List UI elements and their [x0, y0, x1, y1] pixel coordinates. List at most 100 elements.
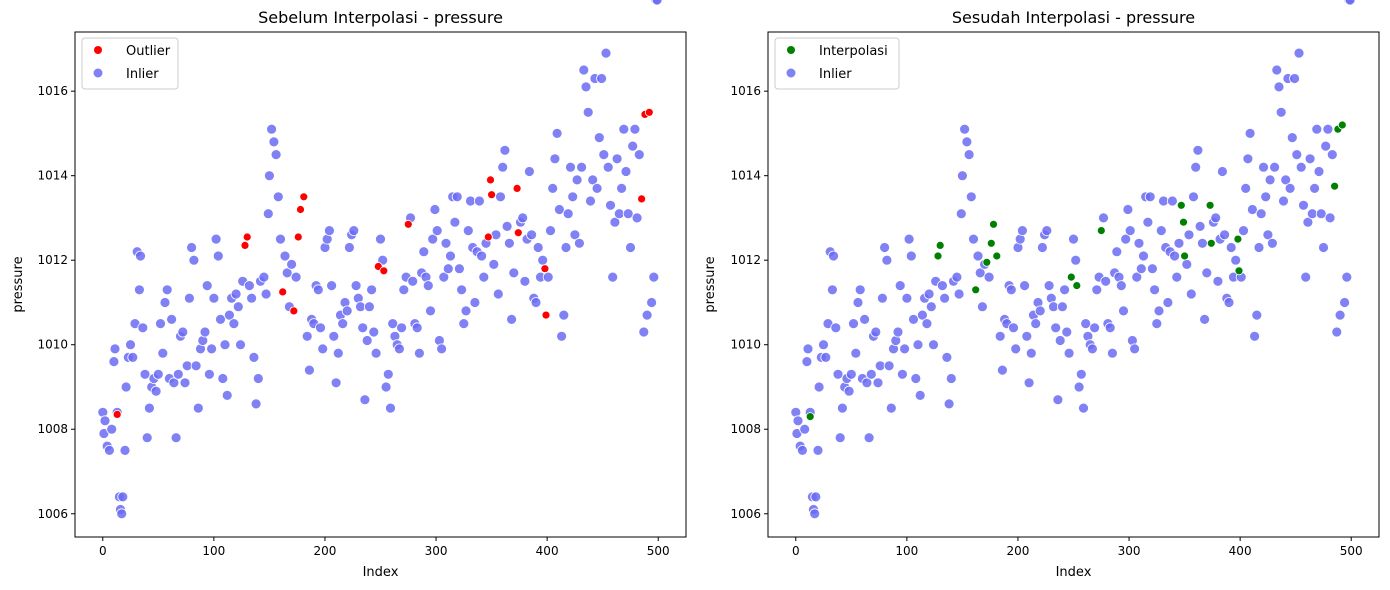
series-inlier — [97, 0, 663, 520]
data-point-inlier — [899, 343, 910, 355]
data-point-inlier — [843, 385, 855, 397]
x-tick-label: 200 — [314, 544, 337, 558]
data-point-inlier — [281, 267, 293, 279]
data-point-inlier — [266, 123, 278, 135]
data-point-interpolasi — [1233, 234, 1243, 244]
data-point-inlier — [641, 309, 653, 321]
data-point-inlier — [1286, 132, 1298, 144]
data-point-interpolasi — [935, 240, 945, 250]
x-tick-label: 500 — [1340, 544, 1363, 558]
data-point-inlier — [974, 267, 986, 279]
data-point-inlier — [560, 242, 572, 253]
data-point-outlier — [296, 205, 305, 214]
data-point-inlier — [1324, 212, 1336, 224]
data-point-inlier — [602, 161, 614, 173]
data-point-inlier — [1238, 225, 1249, 237]
data-point-inlier — [1322, 123, 1334, 135]
plot-frame — [767, 31, 1380, 538]
data-point-inlier — [1030, 318, 1042, 330]
data-point-outlier — [541, 310, 551, 320]
data-point-inlier — [1264, 174, 1276, 186]
data-point-inlier — [648, 271, 660, 283]
data-point-inlier — [1230, 254, 1242, 266]
data-point-interpolasi — [1176, 200, 1186, 210]
data-point-inlier — [1318, 242, 1329, 253]
data-point-inlier — [330, 377, 342, 389]
data-point-inlier — [120, 381, 132, 393]
data-point-inlier — [812, 444, 824, 456]
data-point-inlier — [1080, 318, 1092, 330]
data-point-inlier — [953, 288, 965, 300]
data-point-inlier — [1155, 225, 1167, 237]
data-point-inlier — [199, 326, 211, 338]
data-point-inlier — [341, 305, 353, 317]
data-point-inlier — [411, 322, 423, 334]
data-point-outlier — [486, 175, 495, 185]
data-point-inlier — [1041, 225, 1053, 237]
data-point-inlier — [1115, 280, 1127, 292]
data-point-inlier — [438, 271, 450, 283]
data-point-inlier — [440, 237, 452, 249]
data-point-inlier — [1142, 216, 1154, 228]
data-point-inlier — [427, 233, 439, 245]
data-point-inlier — [567, 191, 579, 203]
data-point-inlier — [613, 208, 625, 220]
data-point-inlier — [1192, 144, 1204, 156]
data-point-inlier — [1326, 149, 1338, 161]
data-point-inlier — [810, 491, 822, 503]
data-point-outlier — [289, 306, 299, 316]
legend-marker-inlier — [785, 67, 797, 79]
data-point-inlier — [1197, 237, 1208, 249]
data-point-inlier — [1212, 275, 1224, 287]
data-point-inlier — [186, 242, 198, 253]
data-point-inlier — [620, 166, 632, 177]
y-tick-label: 1008 — [37, 422, 68, 436]
data-point-inlier — [1240, 182, 1252, 194]
data-point-inlier — [859, 313, 870, 325]
data-point-inlier — [1173, 237, 1185, 249]
data-point-inlier — [1188, 191, 1199, 203]
data-point-inlier — [301, 330, 313, 342]
data-point-inlier — [580, 81, 592, 93]
data-point-inlier — [275, 233, 286, 245]
data-point-interpolasi — [1206, 238, 1216, 248]
data-point-inlier — [1339, 297, 1350, 308]
data-point-inlier — [221, 389, 233, 401]
data-point-inlier — [183, 292, 195, 304]
data-point-inlier — [591, 182, 603, 194]
data-point-inlier — [1005, 284, 1017, 296]
data-point-inlier — [1169, 250, 1180, 262]
data-point-inlier — [582, 106, 594, 118]
chart-title: Sesudah Interpolasi - pressure — [952, 8, 1195, 27]
chart-title: Sebelum Interpolasi - pressure — [258, 8, 503, 27]
data-point-inlier — [248, 351, 260, 363]
data-point-inlier — [545, 225, 556, 237]
data-point-inlier — [1149, 284, 1160, 296]
data-point-inlier — [357, 322, 369, 334]
data-point-inlier — [1131, 271, 1143, 283]
data-point-inlier — [914, 389, 926, 401]
data-point-inlier — [445, 250, 456, 262]
data-point-inlier — [910, 373, 922, 384]
data-point-interpolasi — [989, 219, 998, 229]
data-point-inlier — [279, 250, 291, 262]
data-point-inlier — [961, 136, 973, 148]
data-point-inlier — [1278, 195, 1289, 207]
data-point-outlier — [483, 232, 493, 242]
data-point-inlier — [1284, 182, 1296, 194]
legend-label-interpolated: Interpolasi — [819, 44, 888, 59]
data-point-inlier — [1098, 212, 1109, 224]
data-point-inlier — [872, 377, 884, 389]
x-axis-label: Index — [363, 565, 399, 580]
data-point-inlier — [530, 297, 542, 308]
data-point-inlier — [413, 347, 425, 359]
data-point-inlier — [977, 301, 988, 313]
data-point-inlier — [1309, 182, 1320, 194]
data-point-inlier — [845, 368, 857, 380]
data-point-inlier — [232, 301, 244, 313]
data-point-inlier — [177, 326, 189, 338]
data-point-inlier — [317, 343, 329, 355]
data-point-outlier — [293, 232, 303, 242]
data-point-inlier — [262, 208, 274, 220]
data-point-inlier — [894, 280, 906, 292]
